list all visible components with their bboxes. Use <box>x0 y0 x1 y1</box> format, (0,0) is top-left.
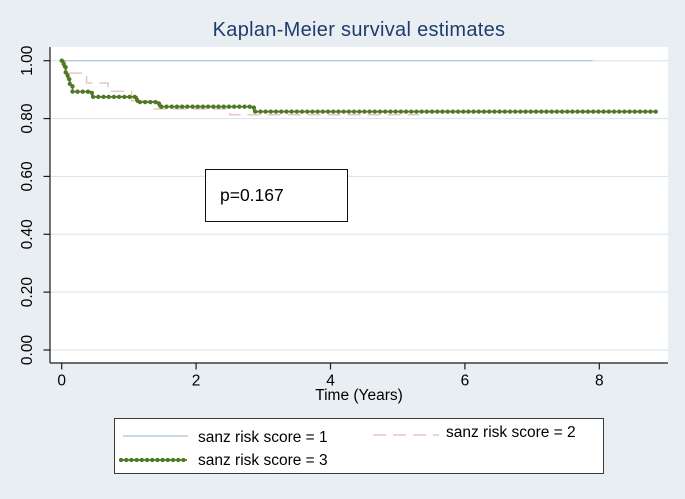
legend-sample-line-score1 <box>123 435 188 437</box>
legend-sample-line-score2 <box>373 434 439 436</box>
y-tick-label: 0.00 <box>19 335 36 366</box>
legend-label-score3: sanz risk score = 3 <box>198 452 328 469</box>
legend-sample-line-score3 <box>119 457 189 463</box>
x-tick-label: 6 <box>461 373 470 390</box>
y-tick-label: 0.60 <box>19 161 36 192</box>
chart-title: Kaplan-Meier survival estimates <box>212 19 506 41</box>
x-tick-label: 8 <box>595 373 604 390</box>
series-sanz-risk-score-3-markers <box>59 58 660 114</box>
legend-label-score2: sanz risk score = 2 <box>446 424 576 441</box>
series-sanz-risk-score-2 <box>61 59 420 116</box>
plot-background <box>50 47 668 363</box>
x-axis-title: Time (Years) <box>315 387 403 404</box>
y-tick-label: 0.20 <box>19 277 36 308</box>
pvalue-annotation: p=0.167 <box>205 169 348 222</box>
x-tick-label: 2 <box>192 373 201 390</box>
legend-label-score1: sanz risk score = 1 <box>198 429 328 446</box>
x-tick-label: 4 <box>326 373 335 390</box>
y-tick-label: 0.40 <box>19 219 36 250</box>
y-tick-label: 0.80 <box>19 103 36 134</box>
legend: sanz risk score = 1 sanz risk score = 2 … <box>114 418 604 474</box>
y-tick-label: 1.00 <box>19 45 36 76</box>
x-tick-label: 0 <box>57 373 66 390</box>
pvalue-text: p=0.167 <box>220 185 284 205</box>
